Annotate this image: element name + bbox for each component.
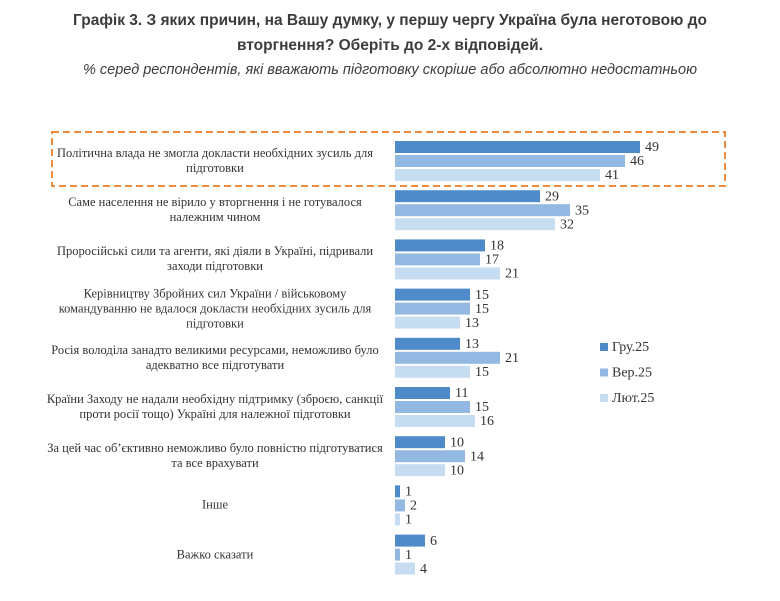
bar — [395, 387, 450, 399]
bar — [395, 288, 470, 301]
bar — [395, 436, 445, 449]
bar — [395, 534, 425, 547]
value-label: 14 — [470, 449, 484, 464]
category-label: Саме населення не вірило у вторгнення і … — [68, 195, 362, 225]
category-label: Інше — [201, 497, 229, 512]
bar — [395, 155, 625, 167]
bar — [395, 450, 465, 463]
bar — [395, 548, 400, 561]
category-label: Країни Заходу не надали необхідну підтри… — [46, 392, 384, 421]
value-label: 18 — [490, 239, 504, 254]
category-label: Проросійські сили та агенти, які діяли в… — [56, 244, 374, 274]
bar — [395, 253, 480, 266]
value-label: 10 — [450, 463, 464, 478]
bar — [395, 513, 400, 526]
bar — [395, 141, 640, 153]
bar — [395, 267, 500, 280]
category-label: Росія володіла занадто великими ресурсам… — [51, 342, 379, 372]
legend-label: Гру.25 — [612, 340, 649, 355]
value-label: 6 — [430, 534, 437, 549]
bar — [395, 415, 475, 427]
bar — [395, 204, 570, 217]
value-label: 1 — [405, 513, 412, 528]
bar — [395, 169, 600, 181]
value-label: 10 — [450, 435, 464, 450]
value-label: 11 — [455, 386, 468, 401]
bar — [395, 337, 460, 350]
value-label: 13 — [465, 316, 479, 331]
bar — [395, 401, 470, 413]
value-label: 16 — [480, 414, 494, 429]
bar — [395, 239, 485, 252]
legend-swatch — [600, 394, 608, 402]
value-label: 49 — [645, 140, 659, 155]
category-label: Важко сказати — [176, 547, 254, 562]
legend-swatch — [600, 368, 608, 377]
category-label: Політична влада не змогла докласти необх… — [57, 146, 373, 175]
bar — [395, 365, 470, 378]
value-label: 4 — [420, 562, 427, 577]
value-label: 29 — [545, 189, 559, 204]
legend-label: Лют.25 — [612, 391, 654, 406]
value-label: 13 — [465, 337, 479, 352]
bar — [395, 218, 555, 231]
chart-subtitle: % серед респондентів, які вважають підго… — [83, 62, 697, 78]
value-label: 15 — [475, 288, 489, 303]
bar — [395, 464, 445, 477]
legend-label: Вер.25 — [612, 366, 652, 381]
value-label: 41 — [605, 168, 619, 183]
legend-swatch — [600, 343, 608, 351]
highlight-box — [51, 131, 726, 187]
value-label: 2 — [410, 499, 417, 514]
value-label: 1 — [405, 485, 412, 500]
chart-title: Графік 3. З яких причин, на Вашу думку, … — [73, 12, 707, 54]
value-label: 15 — [475, 400, 489, 415]
value-label: 17 — [485, 253, 499, 268]
value-label: 35 — [575, 203, 589, 218]
value-label: 32 — [560, 217, 574, 232]
bar — [395, 562, 415, 575]
bar — [395, 351, 500, 364]
value-label: 15 — [475, 302, 489, 317]
value-label: 46 — [630, 154, 644, 169]
value-label: 21 — [505, 267, 519, 282]
value-label: 15 — [475, 365, 489, 380]
category-label: Керівництву Збройних сил України / війсь… — [58, 286, 372, 331]
category-label: За цей час об’єктивно неможливо було пов… — [47, 441, 383, 471]
value-label: 1 — [405, 548, 412, 563]
value-label: 21 — [505, 351, 519, 366]
bar — [395, 485, 400, 498]
bar — [395, 499, 405, 512]
bar — [395, 190, 540, 203]
bar — [395, 316, 460, 329]
bar — [395, 302, 470, 315]
